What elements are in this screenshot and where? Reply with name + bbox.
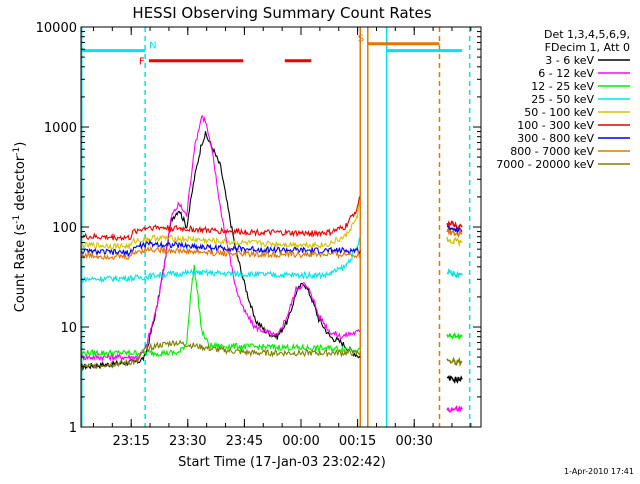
legend-header-1: Det 1,3,4,5,6,9, [544,28,630,41]
series-line-3-late [446,332,463,341]
legend-label-3: 12 - 25 keV [531,80,594,93]
y-axis-label-base: Count Rate (s [13,224,28,313]
x-axis: 23:15 23:30 23:45 00:00 00:15 00:30 [92,27,472,449]
series-line-4 [80,236,361,284]
x-tick-label-2: 23:30 [169,434,206,449]
series-line-8 [80,245,361,261]
x-tick-label-1: 23:15 [112,434,149,449]
legend-header-2: FDecim 1, Att 0 [545,41,630,54]
x-tick-label-3: 23:45 [226,434,263,449]
series-line-9 [80,339,361,370]
series-line-2-late [446,405,463,413]
y-axis-label-mid: detector [13,155,28,215]
y-axis-label-exp1: -1 [12,215,22,224]
series-line-8-late [446,227,463,239]
series-line-4-late [446,267,463,279]
legend-label-4: 25 - 50 keV [531,93,594,106]
y-axis-label-exp2: -1 [12,147,22,156]
flag-label-f: F [139,57,145,68]
legend-label-7: 300 - 800 keV [517,132,594,145]
legend-label-2: 6 - 12 keV [538,67,594,80]
series-line-3 [80,264,361,358]
flag-label-n: N [149,41,156,52]
flag-label-s: S [358,34,364,45]
y-axis-label-close: ) [13,142,28,147]
series-line-5 [80,201,361,251]
legend-label-6: 100 - 300 keV [517,119,594,132]
series-line-9-late [446,356,463,368]
series-line-7 [80,239,361,258]
plot-area: NF S [80,27,471,427]
chart-title: HESSI Observing Summary Count Rates [132,4,431,22]
y-tick-label-3: 100 [52,221,77,236]
footer-date: 1-Apr-2010 17:41 [564,467,634,476]
legend: Det 1,3,4,5,6,9, FDecim 1, Att 0 3 - 6 k… [496,28,630,171]
x-tick-label-5: 00:15 [339,434,376,449]
x-tick-label-4: 00:00 [282,434,319,449]
legend-label-8: 800 - 7000 keV [510,145,594,158]
series-line-6 [80,196,361,242]
x-tick-label-6: 00:30 [395,434,432,449]
y-tick-label-1: 1 [69,421,77,436]
y-tick-label-4: 1000 [44,121,77,136]
legend-label-1: 3 - 6 keV [545,54,594,67]
legend-label-9: 7000 - 20000 keV [496,158,594,171]
series-line-6-late [446,220,463,230]
y-axis-label: Count Rate (s-1 detector-1) [12,142,28,313]
series-line-1 [80,131,361,371]
series-line-5-late [446,236,463,248]
x-axis-label: Start Time (17-Jan-03 23:02:42) [178,455,386,470]
y-tick-label-2: 10 [60,321,77,336]
y-tick-label-5: 10000 [36,21,77,36]
series-line-2 [80,115,361,363]
legend-label-5: 50 - 100 keV [524,106,594,119]
series-line-1-late [446,374,463,384]
y-axis: 1 10 100 1000 10000 [36,21,481,436]
